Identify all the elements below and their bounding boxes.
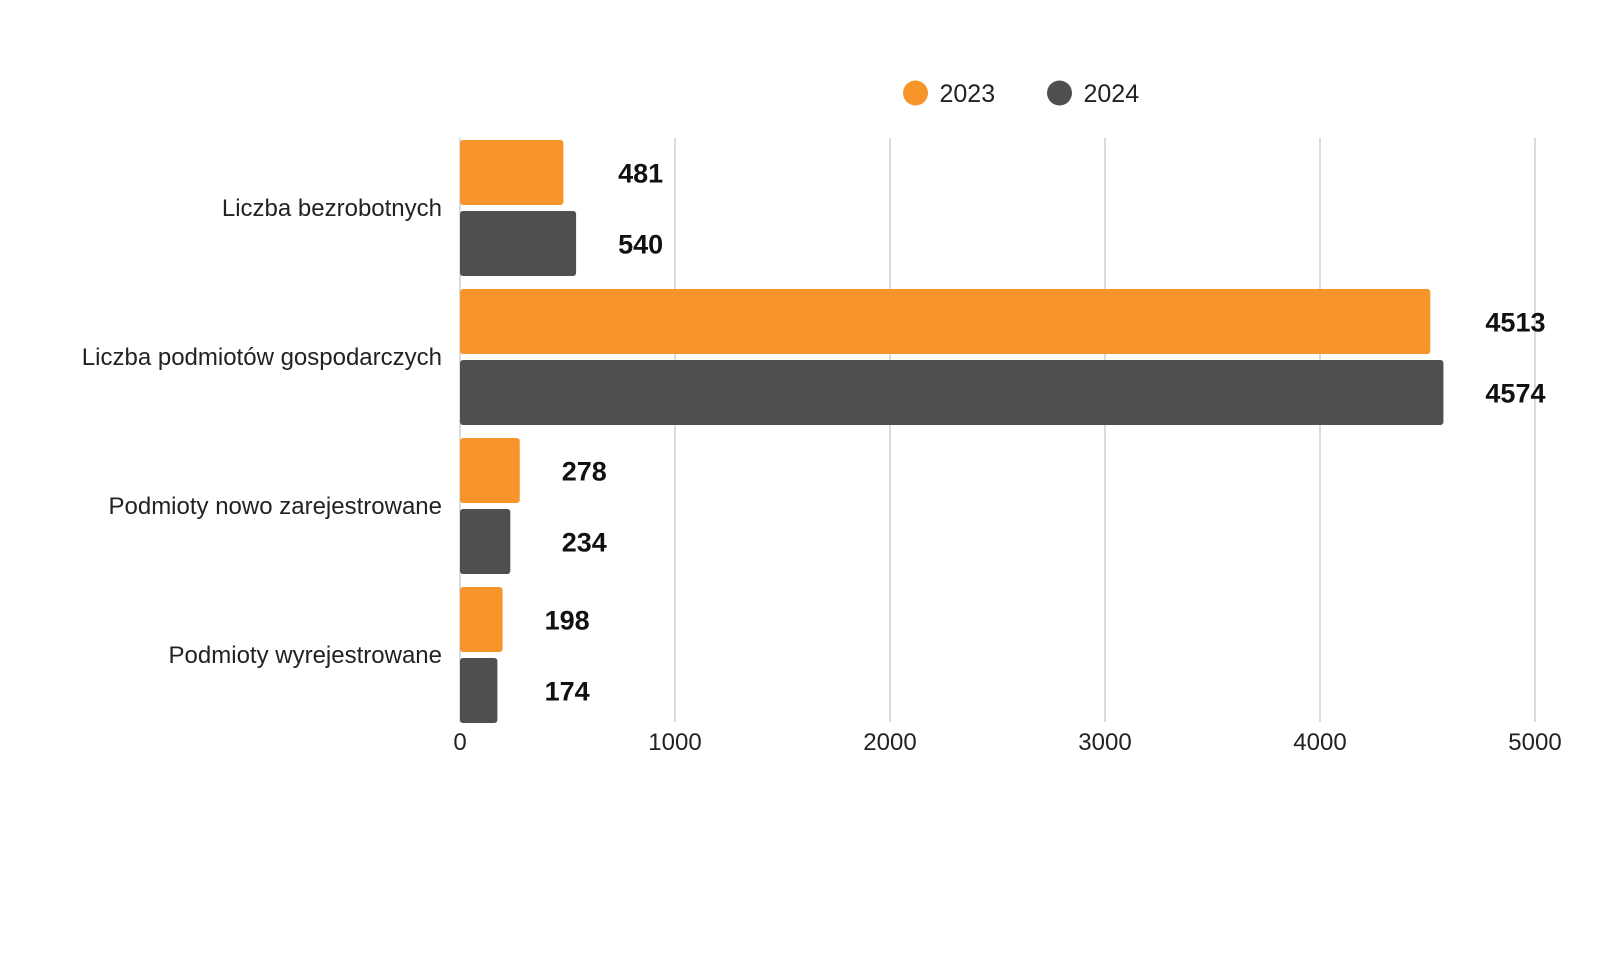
bar-2024-2: [460, 509, 511, 574]
x-tick-label: 2000: [863, 729, 916, 756]
data-label: 174: [545, 677, 590, 707]
x-tick-label: 3000: [1078, 729, 1131, 756]
data-label: 540: [618, 230, 663, 260]
bar-2024-3: [460, 658, 498, 723]
bar-2023-3: [460, 587, 503, 652]
legend-label: 2024: [1084, 80, 1140, 108]
x-axis-tick-labels: 0 1000 2000 3000 4000 5000: [453, 729, 1561, 756]
category-label: Liczba bezrobotnych: [222, 195, 442, 222]
bar-2023-1: [460, 289, 1431, 354]
x-tick-label: 0: [453, 729, 466, 756]
legend-item-2024: 2024: [1047, 80, 1139, 108]
x-tick-label: 5000: [1508, 729, 1561, 756]
value-labels: 481 540 4513 4574 278 234 198 174: [545, 159, 1546, 707]
category-label: Podmioty nowo zarejestrowane: [108, 493, 442, 520]
data-label: 234: [562, 528, 607, 558]
category-labels: Liczba bezrobotnych Liczba podmiotów gosp…: [82, 195, 442, 669]
bar-2023-2: [460, 438, 520, 503]
data-label: 481: [618, 159, 663, 189]
legend: 2023 2024: [903, 80, 1139, 108]
bar-2023-0: [460, 140, 564, 205]
data-label: 4574: [1485, 379, 1545, 409]
bar-2024-0: [460, 211, 577, 276]
category-label: Liczba podmiotów gospodarczych: [82, 344, 442, 371]
data-label: 4513: [1485, 308, 1545, 338]
category-label: Podmioty wyrejestrowane: [169, 642, 442, 669]
data-label: 198: [545, 606, 590, 636]
x-tick-label: 4000: [1293, 729, 1346, 756]
legend-item-2023: 2023: [903, 80, 995, 108]
data-label: 278: [562, 457, 607, 487]
legend-swatch: [1047, 80, 1072, 106]
x-tick-label: 1000: [648, 729, 701, 756]
legend-label: 2023: [940, 80, 996, 108]
gridlines: [459, 138, 1536, 722]
bars: [460, 140, 1444, 723]
legend-swatch: [903, 80, 928, 106]
bar-2024-1: [460, 360, 1444, 425]
